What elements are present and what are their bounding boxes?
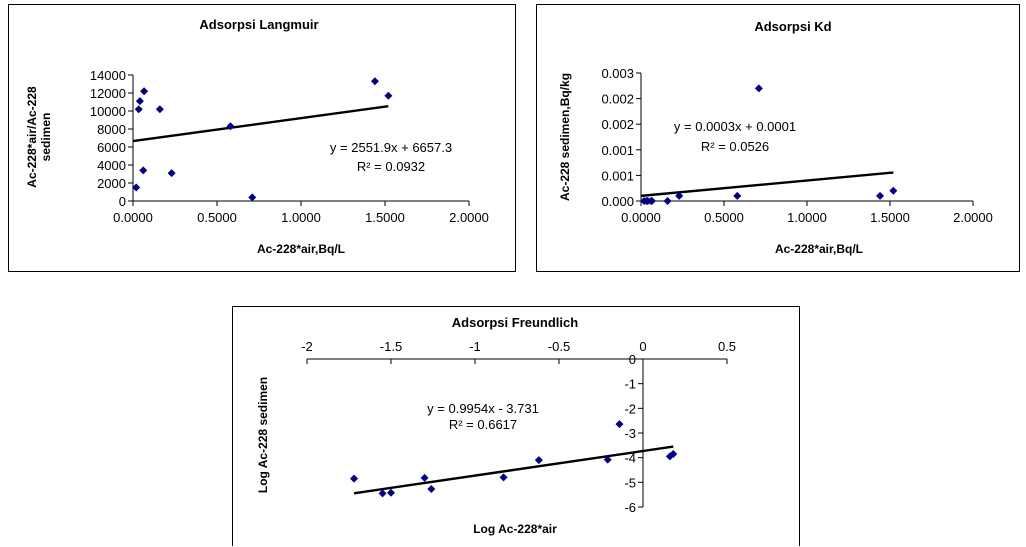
data-point: [167, 169, 176, 178]
r-squared-label: R² = 0.0932: [357, 159, 425, 174]
data-point: [132, 183, 141, 192]
y-tick-label: 6000: [97, 140, 126, 155]
x-axis-title: Ac-228*air,Bq/L: [775, 242, 863, 256]
data-point: [615, 420, 624, 429]
freundlich-chart: Adsorpsi Freundlich -2 -1.5 -1 -0.5 0 0.5 0 -1 -2…: [256, 315, 736, 536]
data-point: [534, 456, 543, 465]
data-point: [663, 197, 672, 205]
data-point: [675, 191, 684, 200]
y-tick-label: 14000: [90, 68, 126, 83]
x-tick-label: 0: [639, 339, 646, 354]
y-tick-label: 0: [119, 194, 126, 209]
y-tick-label: 0: [629, 352, 636, 367]
y-tick-label: 12000: [90, 86, 126, 101]
data-point: [248, 193, 257, 202]
data-point: [155, 105, 164, 114]
trendline-equation: y = 2551.9x + 6657.3: [330, 140, 452, 155]
x-tick-label: -1.5: [380, 339, 402, 354]
data-point: [603, 455, 612, 464]
data-point: [499, 473, 508, 482]
y-tick-label: -1: [624, 377, 636, 392]
y-axis-title: sedimen: [39, 113, 53, 162]
x-tick-label: 0.5000: [704, 210, 744, 225]
data-point: [387, 488, 395, 497]
x-tick-label: 0.5000: [197, 210, 237, 225]
y-tick-label: -6: [624, 500, 636, 515]
x-tick-label: 0.0000: [621, 210, 661, 225]
trendline: [132, 104, 389, 143]
chart-title: Adsorpsi Kd: [754, 19, 831, 34]
trendline: [353, 445, 674, 495]
y-tick-label: 0.003: [601, 66, 634, 81]
y-tick-label: -2: [624, 401, 636, 416]
data-point: [669, 449, 678, 458]
x-tick-label: -2: [301, 339, 313, 354]
x-tick-label: 2.0000: [953, 210, 993, 225]
y-tick-label: 0.002: [601, 92, 634, 107]
r-squared-label: R² = 0.6617: [449, 417, 517, 432]
data-point: [378, 489, 387, 498]
y-tick-label: 8000: [97, 122, 126, 137]
data-point: [370, 77, 379, 86]
x-axis-title: Log Ac-228*air: [473, 522, 557, 536]
x-tick-label: 1.0000: [281, 210, 321, 225]
langmuir-chart-panel: Adsorpsi Langmuir 0.0000 0.5000 1.0000 1.500…: [8, 4, 516, 272]
y-axis-title: Ac-228*air/Ac-228: [25, 86, 39, 188]
data-point: [384, 91, 393, 100]
data-point: [876, 191, 885, 200]
y-tick-label: 10000: [90, 104, 126, 119]
data-point: [350, 474, 359, 483]
data-point: [427, 484, 436, 493]
y-tick-label: -5: [624, 475, 636, 490]
x-tick-label: 0.0000: [113, 210, 153, 225]
y-axis-title: Log Ac-228 sedimen: [256, 377, 270, 493]
data-point: [420, 473, 429, 482]
y-tick-label: 0.001: [601, 143, 634, 158]
trendline: [640, 171, 894, 198]
x-tick-label: 1.5000: [365, 210, 405, 225]
y-axis-title: Ac-228 sedimen,Bq/kg: [558, 73, 572, 201]
y-tick-label: -3: [624, 426, 636, 441]
freundlich-chart-panel: Adsorpsi Freundlich -2 -1.5 -1 -0.5 0 0.5 0 -1 -2…: [232, 306, 800, 546]
data-point: [647, 197, 656, 205]
data-point: [140, 87, 149, 96]
x-tick-label: 1.0000: [787, 210, 827, 225]
y-tick-label: 2000: [97, 176, 126, 191]
kd-chart-panel: Adsorpsi Kd 0.0000 0.5000 1.0000 1.5000 2.000…: [536, 4, 1020, 272]
trendline-equation: y = 0.0003x + 0.0001: [674, 119, 796, 134]
chart-title: Adsorpsi Freundlich: [452, 315, 578, 330]
x-axis-title: Ac-228*air,Bq/L: [257, 242, 345, 256]
x-tick-label: -0.5: [548, 339, 570, 354]
data-point: [889, 186, 898, 195]
chart-title: Adsorpsi Langmuir: [199, 17, 318, 32]
x-tick-label: 1.5000: [870, 210, 910, 225]
langmuir-chart: Adsorpsi Langmuir 0.0000 0.5000 1.0000 1.500…: [25, 17, 489, 256]
r-squared-label: R² = 0.0526: [701, 139, 769, 154]
data-point: [754, 84, 763, 93]
kd-chart: Adsorpsi Kd 0.0000 0.5000 1.0000 1.5000 2.000…: [558, 19, 993, 256]
y-tick-label: 0.001: [601, 168, 634, 183]
data-point: [135, 97, 144, 106]
y-tick-label: 0.002: [601, 117, 634, 132]
trendline-equation: y = 0.9954x - 3.731: [427, 401, 539, 416]
data-point: [139, 166, 148, 175]
y-tick-label: 0.000: [601, 194, 634, 209]
data-point: [733, 191, 742, 200]
data-point: [226, 122, 235, 131]
x-tick-label: 0.5: [718, 339, 736, 354]
x-tick-label: -1: [469, 339, 481, 354]
y-tick-label: 4000: [97, 158, 126, 173]
data-point: [134, 105, 143, 114]
x-tick-label: 2.0000: [449, 210, 489, 225]
y-tick-label: -4: [624, 451, 636, 466]
